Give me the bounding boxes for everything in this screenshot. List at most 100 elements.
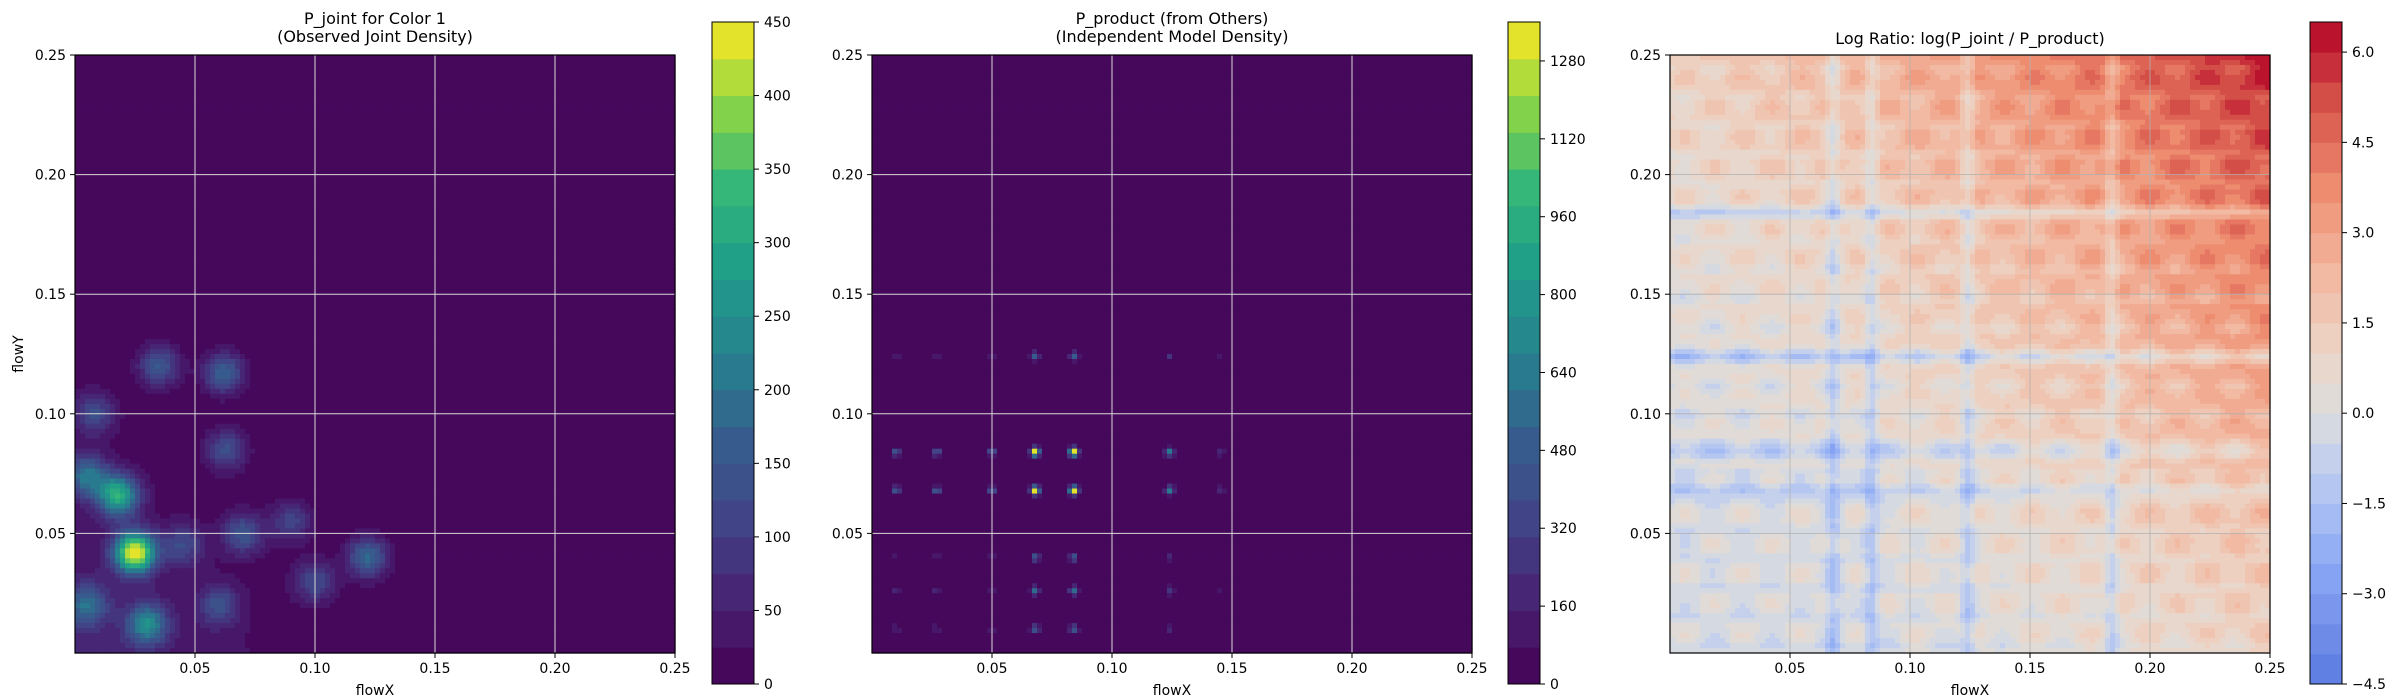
heatmap-cell (515, 55, 521, 61)
heatmap-cell (215, 135, 221, 141)
heatmap-cell (230, 130, 236, 136)
heatmap-cell (530, 70, 536, 76)
heatmap-cell (620, 175, 626, 181)
heatmap-cell (340, 229, 346, 235)
heatmap-cell (155, 155, 161, 161)
heatmap-cell (490, 180, 496, 186)
heatmap-cell (360, 175, 366, 181)
heatmap-cell (440, 95, 446, 101)
heatmap-cell (150, 115, 156, 121)
heatmap-cell (255, 244, 261, 250)
heatmap-cell (375, 140, 381, 146)
heatmap-cell (425, 110, 431, 116)
heatmap-cell (510, 150, 516, 156)
heatmap-cell (260, 75, 266, 81)
heatmap-cell (480, 100, 486, 106)
heatmap-cell (515, 190, 521, 196)
heatmap-cell (265, 105, 271, 111)
heatmap-cell (505, 190, 511, 196)
heatmap-cell (75, 90, 81, 96)
heatmap-cell (300, 135, 306, 141)
heatmap-cell (400, 105, 406, 111)
heatmap-cell (610, 100, 616, 106)
heatmap-cell (485, 135, 491, 141)
heatmap-cell (440, 219, 446, 225)
heatmap-cell (125, 85, 131, 91)
heatmap-cell (210, 125, 216, 131)
heatmap-cell (160, 55, 166, 61)
heatmap-cell (165, 145, 171, 151)
heatmap-cell (560, 100, 566, 106)
heatmap-cell (90, 185, 96, 191)
heatmap-cell (105, 190, 111, 196)
heatmap-cell (180, 135, 186, 141)
heatmap-cell (245, 155, 251, 161)
heatmap-cell (280, 219, 286, 225)
heatmap-cell (140, 70, 146, 76)
heatmap-cell (75, 175, 81, 181)
heatmap-cell (325, 244, 331, 250)
heatmap-cell (325, 224, 331, 230)
heatmap-cell (175, 100, 181, 106)
heatmap-cell (300, 95, 306, 101)
heatmap-cell (290, 125, 296, 131)
heatmap-cell (600, 55, 606, 61)
heatmap-cell (460, 110, 466, 116)
heatmap-cell (290, 205, 296, 211)
heatmap-cell (405, 80, 411, 86)
heatmap-cell (665, 85, 671, 91)
heatmap-cell (440, 165, 446, 171)
heatmap-cell (545, 234, 551, 240)
heatmap-cell (510, 90, 516, 96)
heatmap-cell (465, 125, 471, 131)
heatmap-cell (620, 190, 626, 196)
heatmap-cell (405, 145, 411, 151)
heatmap-cell (650, 130, 656, 136)
heatmap-cell (450, 70, 456, 76)
heatmap-cell (580, 140, 586, 146)
heatmap-cell (480, 110, 486, 116)
heatmap-cell (145, 130, 151, 136)
heatmap-cell (500, 125, 506, 131)
heatmap-cell (345, 75, 351, 81)
heatmap-cell (520, 160, 526, 166)
heatmap-cell (480, 150, 486, 156)
heatmap-cell (205, 150, 211, 156)
heatmap-cell (435, 60, 441, 66)
heatmap-cell (490, 224, 496, 230)
heatmap-cell (220, 85, 226, 91)
heatmap-cell (625, 130, 631, 136)
heatmap-cell (340, 105, 346, 111)
heatmap-cell (340, 85, 346, 91)
heatmap-cell (165, 115, 171, 121)
heatmap-cell (440, 205, 446, 211)
heatmap-cell (395, 224, 401, 230)
heatmap-cell (250, 244, 256, 250)
heatmap-cell (260, 244, 266, 250)
heatmap-cell (400, 224, 406, 230)
heatmap-cell (200, 239, 206, 245)
heatmap-cell (215, 209, 221, 215)
heatmap-cell (575, 95, 581, 101)
heatmap-cell (575, 135, 581, 141)
heatmap-cell (80, 195, 86, 201)
heatmap-cell (530, 234, 536, 240)
heatmap-cell (525, 229, 531, 235)
heatmap-cell (160, 239, 166, 245)
heatmap-cell (665, 150, 671, 156)
heatmap-cell (665, 200, 671, 206)
heatmap-cell (295, 244, 301, 250)
heatmap-cell (220, 219, 226, 225)
heatmap-cell (255, 60, 261, 66)
heatmap-cell (140, 205, 146, 211)
heatmap-cell (530, 214, 536, 220)
heatmap-cell (215, 95, 221, 101)
heatmap-cell (425, 145, 431, 151)
heatmap-cell (185, 229, 191, 235)
heatmap-cell (565, 65, 571, 71)
heatmap-cell (475, 155, 481, 161)
heatmap-cell (320, 70, 326, 76)
heatmap-cell (200, 160, 206, 166)
heatmap-cell (180, 200, 186, 206)
heatmap-cell (350, 80, 356, 86)
